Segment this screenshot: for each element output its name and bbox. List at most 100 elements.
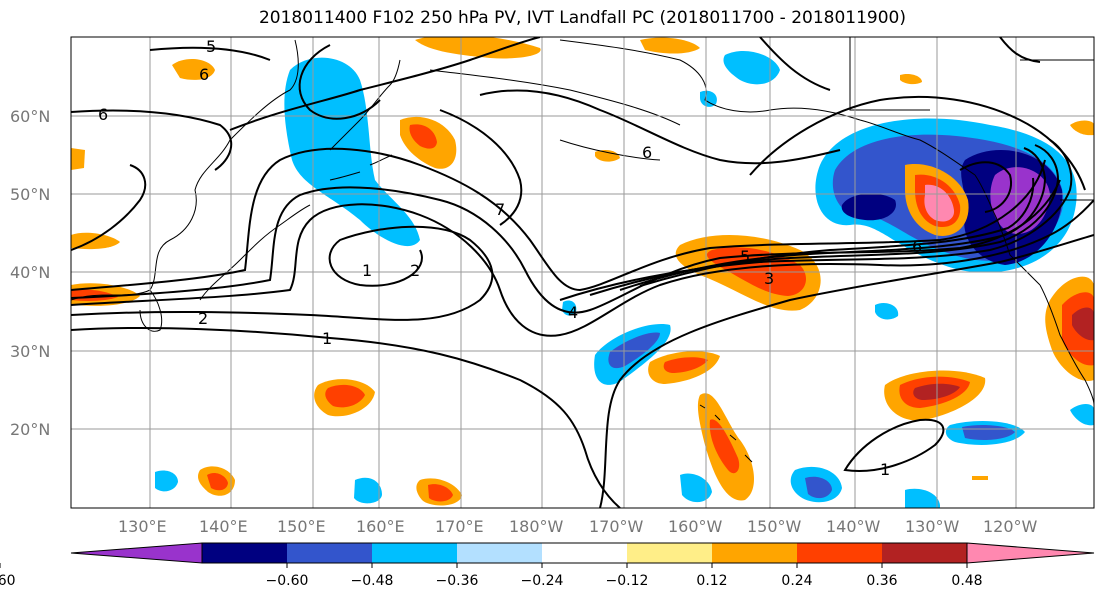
coast-bc [974,174,1041,286]
shade-pos-ne-edge [1070,120,1094,136]
colorbar-extend-high [966,542,1095,564]
lon-label: 160°W [668,517,723,536]
contour-7 [439,109,523,226]
shade-pos-small [595,150,620,162]
shade-pos-small-2 [900,73,922,85]
colorbar-tick-label: −0.48 [351,573,394,589]
lon-label: 170°E [435,517,484,536]
shade-neg-s2 [354,477,382,504]
contour-label: 5 [206,37,216,56]
contour-1-south [71,327,621,508]
colorbar-segment [797,543,882,563]
shade-pos-uswc-3 [1072,307,1094,341]
contour-label: 3 [764,269,774,288]
colorbar-tick-label: −0.36 [436,573,479,589]
colorbar-frame [201,542,968,564]
shade-neg-s4-2 [805,476,832,499]
contour-6a [71,109,233,171]
colorbar-tick-label: −0.24 [521,573,564,589]
contour-label: 6 [98,105,108,124]
shade-neg-bering [284,57,420,247]
contour-6b [479,89,841,165]
contour-label: 1 [362,261,372,280]
coast-aleutians [429,69,681,161]
coast-japan [199,204,311,301]
shade-pos-s3-2 [428,484,453,502]
plot-border [70,36,1095,509]
contour-label: 2 [198,309,208,328]
colorbar-tick-label: 0.48 [951,573,982,589]
lon-label: 150°W [747,517,802,536]
lon-label: 120°W [983,517,1038,536]
shade-neg-s1 [155,470,178,492]
lat-axis-labels: 60°N 50°N 40°N 30°N 20°N [10,107,50,439]
contour-labels: 5 6 6 6 7 1 2 2 1 4 5 3 6 1 [98,37,922,479]
contour-4 [71,147,1046,292]
shade-pos-s2-2 [207,472,228,491]
contour-2 [71,225,494,321]
colorbar: −0.60 −0.48 −0.36 −0.24 −0.12 0.12 0.24 0.36 0.4… [0,542,1095,589]
contour-bc-2 [959,161,1012,213]
lon-label: 160°E [356,517,405,536]
graticule [71,37,1094,508]
contour-ne-1 [759,37,1041,91]
contour-jet-4 [639,177,1035,287]
contour-nw-2 [149,46,271,61]
shade-neg-nw [875,303,899,320]
lon-axis-labels: 130°E 140°E 150°E 160°E 170°E 180°W 170°… [118,517,1038,536]
map-title: 2018011400 F102 250 hPa PV, IVT Landfall… [258,8,906,28]
lon-label: 150°E [277,517,326,536]
colorbar-segment [627,543,712,563]
colorbar-segment [882,543,967,563]
shade-neg-s5 [905,488,940,508]
shade-neg-subtrop-2 [608,332,660,369]
lat-label: 40°N [10,263,50,282]
contour-5 [229,37,541,131]
shade-pos-subtrop-2 [663,357,708,373]
contour-1-east [599,234,1094,508]
contour-label: 2 [410,261,420,280]
lat-label: 60°N [10,107,50,126]
contour-6c [298,44,381,120]
contour-label: 4 [568,303,578,322]
contour-label: 1 [322,329,332,348]
colorbar-segment [712,543,797,563]
contour-sw-1 [71,164,147,251]
coast-kamchatka [329,59,401,151]
lon-label: 130°E [118,517,167,536]
colorbar-extend-low [70,542,203,564]
shade-pos-nw-edge [71,148,85,170]
contour-3 [71,179,1061,314]
shade-pos-nw [172,58,215,80]
shade-pos-alaska-n [640,37,700,54]
contour-label: 5 [740,247,750,266]
shade-pos-small-3 [972,476,988,480]
lat-label: 20°N [10,420,50,439]
pv-contours [71,37,1094,508]
contour-label: 6 [912,237,922,256]
contour-jet-3 [619,147,1047,291]
shade-neg-s3 [680,473,712,503]
lon-label: 130°W [905,517,960,536]
shade-pos-s1-2 [325,384,365,408]
contour-2b [71,199,1094,337]
shade-neg-small-2 [700,90,717,107]
colorbar-segment [202,543,287,563]
shade-neg-seedge [1070,404,1094,426]
contour-label: 6 [642,143,652,162]
colorbar-segment [457,543,542,563]
lon-label: 180°W [509,517,564,536]
colorbar-tick-label: 0.36 [866,573,897,589]
coast-us-west [1039,284,1094,406]
lon-label: 170°W [589,517,644,536]
shade-pos-okhotsk-2 [409,124,437,149]
coast-hawaii [699,404,753,463]
colorbar-tick-label: 0.24 [781,573,812,589]
colorbar-tick-label: 0.12 [696,573,727,589]
lat-label: 50°N [10,185,50,204]
lon-label: 140°E [199,517,248,536]
contour-label: 6 [199,65,209,84]
colorbar-segment [287,543,372,563]
shade-pos-arctic [415,37,541,59]
